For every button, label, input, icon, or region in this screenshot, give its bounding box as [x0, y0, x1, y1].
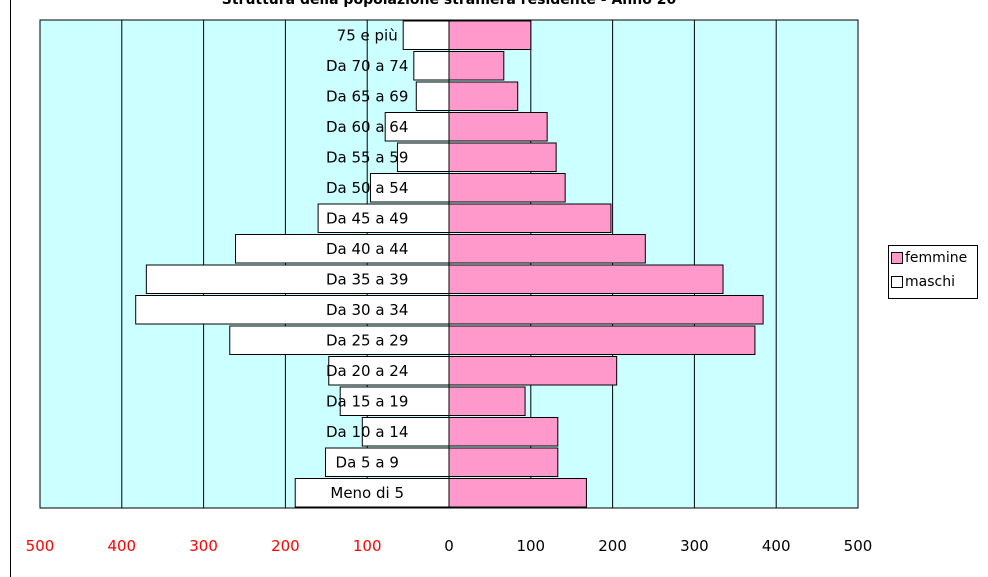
bar-maschi-75-e-pi [402, 20, 450, 50]
category-label-da-10-a-14: Da 10 a 14 [326, 423, 408, 441]
bar-maschi-da-35-a-39 [145, 264, 450, 294]
bar-maschi-da-40-a-44 [235, 234, 450, 264]
bar-femmine-da-25-a-29 [448, 325, 756, 355]
bar-maschi-da-15-a-19 [339, 386, 450, 416]
category-label-da-15-a-19: Da 15 a 19 [326, 392, 408, 410]
bar-maschi-da-20-a-24 [328, 356, 450, 386]
category-label-da-35-a-39: Da 35 a 39 [326, 270, 408, 288]
bar-femmine-da-30-a-34 [448, 295, 764, 325]
bar-maschi-da-55-a-59 [396, 142, 450, 172]
bar-maschi-da-5-a-9 [324, 447, 450, 477]
category-label-da-20-a-24: Da 20 a 24 [326, 362, 408, 380]
bar-femmine-da-45-a-49 [448, 203, 612, 233]
bar-femmine-meno-di-5 [448, 478, 587, 508]
x-tick-label: 400 [762, 537, 791, 555]
category-label-da-25-a-29: Da 25 a 29 [326, 331, 408, 349]
x-tick-label: 400 [107, 537, 136, 555]
bar-maschi-da-30-a-34 [135, 295, 450, 325]
bar-femmine-da-55-a-59 [448, 142, 557, 172]
bar-maschi-meno-di-5 [294, 478, 450, 508]
x-tick-label: 100 [353, 537, 382, 555]
bar-maschi-da-70-a-74 [413, 51, 450, 81]
x-tick-label: 100 [516, 537, 545, 555]
category-label-da-55-a-59: Da 55 a 59 [326, 148, 408, 166]
left-rule [10, 0, 11, 577]
x-tick-label: 300 [189, 537, 218, 555]
legend-item-femmine: femmine [889, 246, 977, 270]
bar-maschi-da-65-a-69 [415, 81, 450, 111]
legend-label-maschi: maschi [905, 274, 955, 290]
category-label-da-30-a-34: Da 30 a 34 [326, 301, 408, 319]
bar-femmine-da-50-a-54 [448, 173, 566, 203]
bar-femmine-da-60-a-64 [448, 112, 548, 142]
bar-maschi-da-10-a-14 [361, 417, 450, 447]
bar-femmine-da-40-a-44 [448, 234, 646, 264]
category-label-da-50-a-54: Da 50 a 54 [326, 179, 408, 197]
category-label-da-70-a-74: Da 70 a 74 [326, 57, 408, 75]
bar-maschi-da-45-a-49 [317, 203, 450, 233]
bar-femmine-da-5-a-9 [448, 447, 559, 477]
plot-border [39, 19, 859, 509]
category-label-da-60-a-64: Da 60 a 64 [326, 118, 408, 136]
bar-femmine-da-15-a-19 [448, 386, 526, 416]
category-label-75-e-pi: 75 e più [337, 26, 398, 44]
x-tick-label: 0 [444, 537, 454, 555]
legend-swatch-maschi [891, 276, 903, 288]
category-label-da-40-a-44: Da 40 a 44 [326, 240, 408, 258]
bar-maschi-da-50-a-54 [369, 173, 450, 203]
x-tick-label: 200 [271, 537, 300, 555]
bar-femmine-da-70-a-74 [448, 51, 505, 81]
legend: femmine maschi [888, 245, 978, 299]
x-tick-label: 500 [26, 537, 55, 555]
legend-swatch-femmine [891, 252, 903, 264]
bar-maschi-da-60-a-64 [384, 112, 450, 142]
bar-femmine-da-35-a-39 [448, 264, 724, 294]
category-label-da-45-a-49: Da 45 a 49 [326, 209, 408, 227]
category-label-da-65-a-69: Da 65 a 69 [326, 87, 408, 105]
category-label-meno-di-5: Meno di 5 [330, 484, 404, 502]
bar-femmine-da-20-a-24 [448, 356, 618, 386]
legend-item-maschi: maschi [889, 270, 977, 294]
chart-title: Struttura della popolazione straniera re… [221, 0, 677, 8]
x-tick-label: 500 [844, 537, 873, 555]
x-tick-label: 200 [598, 537, 627, 555]
bar-femmine-75-e-pi [448, 20, 532, 50]
bar-maschi-da-25-a-29 [229, 325, 450, 355]
bar-femmine-da-10-a-14 [448, 417, 559, 447]
x-tick-label: 300 [680, 537, 709, 555]
legend-label-femmine: femmine [905, 250, 968, 266]
bar-femmine-da-65-a-69 [448, 81, 519, 111]
category-label-da-5-a-9: Da 5 a 9 [336, 453, 399, 471]
